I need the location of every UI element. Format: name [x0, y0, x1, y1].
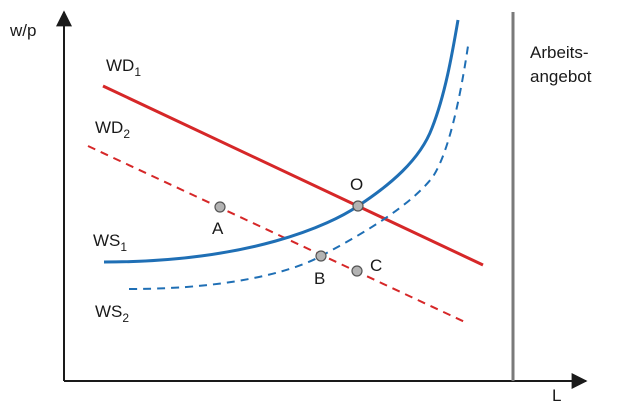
- ws1-label: WS1: [93, 231, 127, 254]
- y-axis-label: w/p: [9, 21, 36, 40]
- x-axis-label: L: [552, 386, 561, 405]
- ws2-curve: [128, 45, 469, 290]
- point-o: [352, 200, 364, 212]
- point-c: [351, 265, 363, 277]
- point-c-label: C: [370, 256, 382, 275]
- ws1-curve: [103, 19, 460, 264]
- point-a-label: A: [212, 219, 224, 238]
- wd1-label: WD1: [106, 56, 141, 79]
- point-a: [214, 201, 226, 213]
- wd2-label: WD2: [95, 118, 130, 141]
- wd1-curve: [102, 84, 484, 267]
- wd2-curve: [87, 145, 468, 324]
- point-b: [315, 250, 327, 262]
- ws2-label: WS2: [95, 302, 129, 325]
- point-b-label: B: [314, 269, 325, 288]
- point-o-label: O: [350, 175, 363, 194]
- labor-supply-label-line1: Arbeits-: [530, 43, 589, 62]
- labor-supply-label-line2: angebot: [530, 67, 592, 86]
